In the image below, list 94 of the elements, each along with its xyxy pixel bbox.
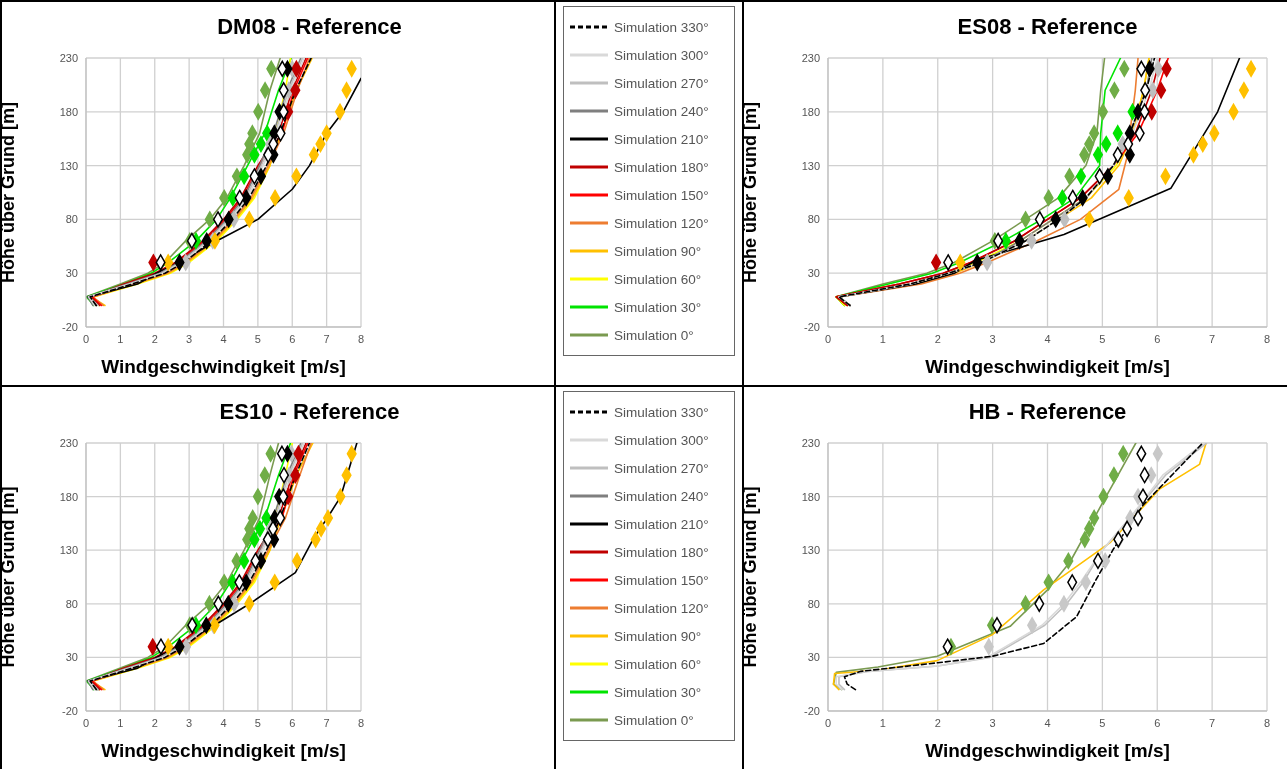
legend-label: Simulation 120° [614,215,709,231]
x-tick-label: 8 [357,716,365,729]
x-tick-label: 2 [934,716,941,729]
x-tick-label: 5 [254,332,261,345]
legend-label: Simulation 60° [614,271,702,287]
chart-title: DM08 - Reference [216,14,403,40]
legend-label: Simulation 120° [614,600,709,616]
x-tick-label: 0 [824,332,832,345]
y-tick-label: 80 [807,597,820,610]
legend-label: Simulation 0° [614,712,694,728]
legend-label: Simulation 150° [614,187,709,203]
legend-label: Simulation 30° [614,299,702,315]
x-tick-label: 8 [357,332,365,345]
legend-label: Simulation 210° [614,516,709,532]
x-tick-label: 8 [1263,332,1271,345]
y-tick-label: 130 [801,544,820,557]
x-tick-label: 7 [1209,332,1216,345]
legend-label: Simulation 210° [614,131,709,147]
legend-label: Simulation 0° [614,327,694,343]
y-tick-label: 180 [801,490,820,503]
x-tick-label: 5 [1099,332,1106,345]
y-tick-label: 80 [807,213,820,226]
legend-label: Simulation 240° [614,103,709,119]
y-tick-label: 230 [801,51,820,64]
x-tick-label: 1 [117,332,124,345]
legend-label: Simulation 240° [614,488,709,504]
legend-label: Simulation 300° [614,47,709,63]
legend-label: Simulation 270° [614,75,709,91]
x-tick-label: 0 [824,716,832,729]
x-tick-label: 3 [186,716,193,729]
legend-label: Simulation 180° [614,159,709,175]
x-tick-label: 7 [323,716,330,729]
x-axis-title: Windgeschwindigkeit [m/s] [101,356,346,377]
x-tick-label: 2 [934,332,941,345]
y-tick-label: -20 [804,704,820,717]
legend-label: Simulation 330° [614,404,709,420]
y-axis-title: Höhe über Grund [m] [0,486,19,668]
y-tick-label: 30 [807,651,820,664]
x-tick-label: 0 [82,716,90,729]
y-tick-label: 230 [59,436,78,449]
chart-title: HB - Reference [967,399,1128,425]
x-tick-label: 2 [151,332,158,345]
x-tick-label: 4 [220,716,227,729]
x-tick-label: 5 [254,716,261,729]
legend-label: Simulation 300° [614,432,709,448]
y-tick-label: 180 [801,105,820,118]
legend-label: Simulation 270° [614,460,709,476]
y-tick-label: 30 [807,267,820,280]
y-tick-label: 30 [65,267,78,280]
legend-label: Simulation 60° [614,656,702,672]
legend-label: Simulation 30° [614,684,702,700]
x-tick-label: 6 [1154,332,1161,345]
y-tick-label: 130 [59,159,78,172]
x-tick-label: 6 [289,716,296,729]
y-tick-label: -20 [62,320,78,333]
legend-label: Simulation 180° [614,544,709,560]
x-tick-label: 6 [1154,716,1161,729]
x-tick-label: 7 [1209,716,1216,729]
legend-label: Simulation 150° [614,572,709,588]
legend-label: Simulation 90° [614,243,702,259]
chart-title: ES10 - Reference [218,399,401,425]
x-tick-label: 3 [186,332,193,345]
x-tick-label: 7 [323,332,330,345]
y-tick-label: 180 [59,105,78,118]
y-tick-label: 130 [801,159,820,172]
y-tick-label: 230 [801,436,820,449]
x-tick-label: 1 [879,332,886,345]
legend-label: Simulation 330° [614,19,709,35]
y-tick-label: 180 [59,490,78,503]
y-tick-label: 230 [59,51,78,64]
x-tick-label: 3 [989,716,996,729]
x-tick-label: 8 [1263,716,1271,729]
y-tick-label: 80 [65,213,78,226]
x-tick-label: 1 [117,716,124,729]
x-tick-label: 6 [289,332,296,345]
legend-label: Simulation 90° [614,628,702,644]
x-tick-label: 0 [82,332,90,345]
x-tick-label: 4 [220,332,227,345]
y-tick-label: 130 [59,544,78,557]
x-tick-label: 5 [1099,716,1106,729]
y-axis-title: Höhe über Grund [m] [740,486,761,668]
x-axis-title: Windgeschwindigkeit [m/s] [925,356,1170,377]
x-tick-label: 1 [879,716,886,729]
x-axis-title: Windgeschwindigkeit [m/s] [101,740,346,761]
x-tick-label: 3 [989,332,996,345]
x-tick-label: 4 [1044,716,1051,729]
x-tick-label: 4 [1044,332,1051,345]
y-tick-label: 30 [65,651,78,664]
y-tick-label: -20 [804,320,820,333]
x-axis-title: Windgeschwindigkeit [m/s] [925,740,1170,761]
y-tick-label: 80 [65,597,78,610]
y-tick-label: -20 [62,704,78,717]
x-tick-label: 2 [151,716,158,729]
chart-title: ES08 - Reference [956,14,1139,40]
